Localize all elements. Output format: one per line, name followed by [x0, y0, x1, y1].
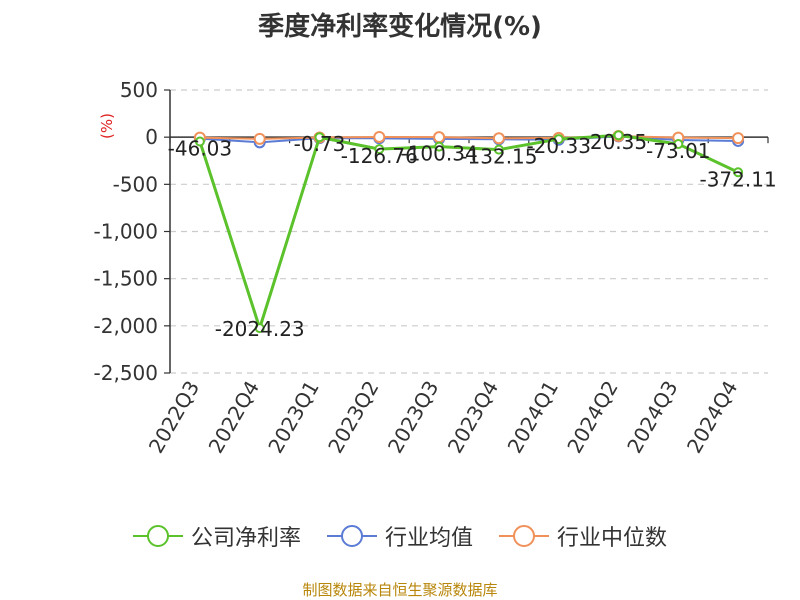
- data-label: 20.35: [590, 130, 647, 154]
- data-label: -46.03: [168, 137, 232, 161]
- legend-item[interactable]: 公司净利率: [132, 520, 301, 552]
- series-lines: [193, 130, 745, 334]
- y-axis-unit-label: (%): [98, 113, 116, 139]
- data-label: -126.76: [341, 144, 418, 168]
- data-point: [194, 136, 205, 147]
- data-point: [553, 134, 564, 145]
- legend-marker: [146, 525, 169, 547]
- series-line: [199, 135, 739, 140]
- legend-label: 公司净利率: [190, 526, 301, 551]
- data-point: [373, 130, 386, 143]
- legend-swatch: [499, 524, 549, 548]
- data-point: [613, 130, 624, 141]
- data-label: -372.11: [699, 167, 776, 191]
- legend-label: 行业均值: [384, 526, 473, 551]
- data-point: [374, 144, 385, 155]
- data-label: -73.01: [646, 139, 710, 163]
- x-tick-label: 2023Q1: [263, 377, 323, 458]
- legend-item[interactable]: 行业中位数: [499, 520, 667, 552]
- data-point: [673, 139, 684, 150]
- legend-marker: [340, 525, 363, 547]
- data-label: -100.34: [400, 142, 477, 166]
- legend-swatch: [132, 524, 183, 548]
- legend-item[interactable]: 行业均值: [326, 520, 473, 552]
- data-label: -132.15: [460, 145, 537, 169]
- data-label: -0.73: [294, 132, 346, 156]
- legend-marker: [513, 525, 535, 547]
- data-point: [434, 141, 445, 152]
- data-point: [254, 323, 265, 334]
- y-tick-label: 500: [120, 78, 158, 102]
- x-tick-label: 2024Q4: [682, 377, 742, 458]
- y-tick-label: -500: [113, 172, 158, 196]
- x-tick-label: 2024Q3: [622, 377, 682, 458]
- data-point: [493, 144, 504, 155]
- data-point: [733, 167, 744, 178]
- x-tick-label: 2023Q4: [443, 377, 503, 458]
- data-label: -20.33: [526, 134, 590, 158]
- y-tick-label: -1,500: [94, 267, 158, 291]
- data-point: [492, 132, 505, 145]
- data-point: [253, 132, 266, 145]
- legend-label: 行业中位数: [557, 526, 668, 551]
- data-label: -2024.23: [215, 317, 305, 341]
- data-point: [314, 132, 325, 143]
- legend-swatch: [326, 524, 377, 548]
- x-tick-label: 2023Q2: [323, 377, 383, 458]
- chart-title: 季度净利率变化情况(%): [258, 12, 542, 42]
- y-tick-label: 0: [145, 125, 158, 149]
- y-tick-label: -2,000: [94, 314, 158, 338]
- source-note: 制图数据来自恒生聚源数据库: [302, 581, 498, 599]
- y-tick-label: -1,000: [94, 220, 158, 244]
- x-tick-label: 2024Q2: [562, 377, 622, 458]
- y-tick-label: -2,500: [94, 361, 158, 385]
- series-line: [198, 133, 739, 330]
- data-labels: -46.03 -2024.23 -0.73-126.76-100.34-132.15…: [168, 130, 777, 341]
- data-point: [732, 132, 745, 145]
- x-tick-label: 2022Q4: [204, 377, 264, 458]
- x-tick-label: 2023Q3: [383, 376, 443, 457]
- x-tick-label: 2022Q3: [144, 377, 204, 458]
- grid-lines: [170, 89, 768, 374]
- x-tick-label: 2024Q1: [503, 377, 563, 458]
- legend: 公司净利率 行业均值 行业中位数: [0, 520, 800, 552]
